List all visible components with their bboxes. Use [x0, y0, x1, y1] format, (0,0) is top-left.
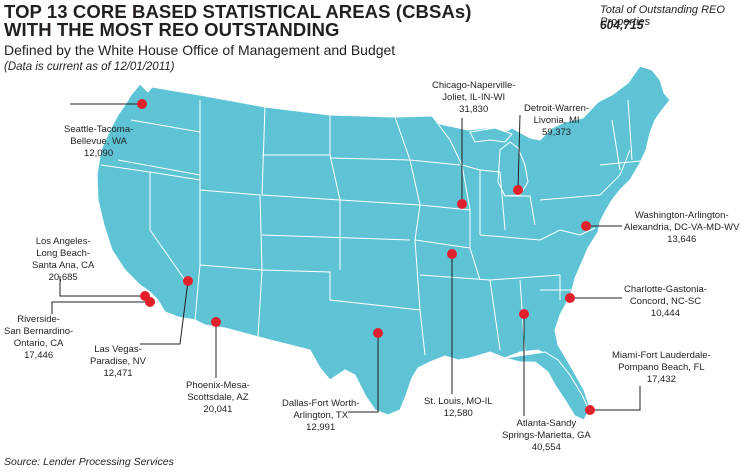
city-name-line: San Bernardino-	[4, 326, 74, 337]
city-reo-count: 10,444	[650, 308, 680, 319]
city-label: Las Vegas- Paradise, NV 12,471	[90, 344, 146, 380]
city-name-line: Atlanta-Sandy	[516, 418, 577, 429]
city-marker[interactable]	[447, 249, 457, 259]
city-name-line: Arlington, TX	[293, 410, 349, 421]
city-reo-count: 31,830	[459, 104, 489, 115]
michigan-upper	[469, 127, 513, 143]
city-name-line: Washington-Arlington-	[634, 210, 729, 221]
city-marker[interactable]	[145, 297, 155, 307]
city-reo-count: 12,471	[103, 368, 133, 379]
leader-line	[140, 280, 189, 345]
leader-line	[51, 301, 150, 314]
city-name-line: Dallas-Fort Worth-	[282, 398, 360, 409]
city-marker[interactable]	[137, 99, 147, 109]
city-name-line: Charlotte-Gastonia-	[624, 284, 707, 295]
city-label: Detroit-Warren- Livonia, MI 59,373	[524, 103, 589, 139]
michigan	[497, 141, 529, 197]
city-name-line: Alexandria, DC-VA-MD-WV	[624, 222, 740, 233]
city-marker[interactable]	[581, 221, 591, 231]
city-name-line: Scottsdale, AZ	[187, 392, 249, 403]
city-name-line: Springs-Marietta, GA	[502, 430, 591, 441]
city-marker[interactable]	[183, 276, 193, 286]
city-label: Phoenix-Mesa- Scottsdale, AZ 20,041	[186, 380, 250, 416]
city-label: Atlanta-Sandy Springs-Marietta, GA 40,554	[502, 418, 591, 454]
city-marker[interactable]	[211, 317, 221, 327]
city-name-line: Detroit-Warren-	[524, 103, 590, 114]
city-name-line: Pompano Beach, FL	[618, 362, 705, 373]
city-label: St. Louis, MO-IL 12,580	[424, 396, 493, 420]
city-reo-count: 12,580	[443, 408, 473, 419]
map-subtitle: Defined by the White House Office of Man…	[4, 42, 396, 58]
city-reo-count: 20,041	[203, 404, 233, 415]
total-reo-value: 604,715	[600, 18, 644, 32]
city-label: Los Angeles- Long Beach- Santa Ana, CA 20,6…	[32, 236, 94, 284]
city-name-line: Long Beach-	[36, 248, 91, 259]
city-marker[interactable]	[519, 309, 529, 319]
city-name-line: Livonia, MI	[533, 115, 580, 126]
city-label: Charlotte-Gastonia- Concord, NC-SC 10,444	[624, 284, 707, 320]
city-reo-count: 40,554	[531, 442, 561, 453]
total-reo-label: Total of Outstanding REO Properties	[600, 4, 725, 28]
city-marker[interactable]	[373, 328, 383, 338]
city-reo-count: 59,373	[542, 127, 572, 138]
city-label: Dallas-Fort Worth- Arlington, TX 12,991	[282, 398, 359, 434]
city-label: Riverside- San Bernardino- Ontario, CA 17,4…	[4, 314, 73, 362]
city-name-line: Las Vegas-	[94, 344, 142, 355]
city-name-line: Phoenix-Mesa-	[186, 380, 250, 391]
city-name-line: Santa Ana, CA	[32, 260, 95, 271]
city-label: Seattle-Tacoma- Bellevue, WA 12,090	[64, 124, 133, 160]
city-reo-count: 20,685	[48, 272, 78, 283]
city-name-line: Seattle-Tacoma-	[64, 124, 134, 135]
data-date-note: (Data is current as of 12/01/2011)	[4, 61, 175, 73]
source-note: Source: Lender Processing Services	[4, 456, 174, 468]
city-name-line: Paradise, NV	[90, 356, 146, 367]
map-title: TOP 13 CORE BASED STATISTICAL AREAS (CBS…	[4, 1, 472, 40]
city-label: Washington-Arlington- Alexandria, DC-VA-M…	[624, 210, 739, 246]
leader-line	[59, 276, 145, 297]
city-name-line: Joliet, IL-IN-WI	[442, 92, 506, 103]
city-reo-count: 17,446	[24, 350, 54, 361]
state-borders	[100, 99, 651, 356]
city-name-line: Chicago-Naperville-	[432, 80, 516, 91]
leader-line	[517, 114, 521, 191]
city-name-line: Riverside-	[17, 314, 60, 325]
title-line-2: WITH THE MOST REO OUTSTANDING	[4, 19, 340, 40]
city-label: Miami-Fort Lauderdale- Pompano Beach, FL 1…	[612, 350, 711, 386]
city-reo-count: 17,432	[646, 374, 676, 385]
leader-line	[590, 386, 641, 411]
city-name-line: Miami-Fort Lauderdale-	[612, 350, 711, 361]
city-marker[interactable]	[585, 405, 595, 415]
city-label: Chicago-Naperville- Joliet, IL-IN-WI 31,83…	[432, 80, 515, 116]
florida	[504, 351, 590, 421]
city-marker[interactable]	[513, 185, 523, 195]
leader-line	[348, 333, 379, 413]
city-reo-count: 13,646	[667, 234, 697, 245]
city-marker[interactable]	[457, 199, 467, 209]
city-name-line: Bellevue, WA	[70, 136, 127, 147]
city-marker[interactable]	[565, 293, 575, 303]
city-name-line: Los Angeles-	[35, 236, 91, 247]
city-name-line: St. Louis, MO-IL	[424, 396, 493, 407]
city-reo-count: 12,991	[306, 422, 336, 433]
city-name-line: Ontario, CA	[13, 338, 64, 349]
city-name-line: Concord, NC-SC	[629, 296, 702, 307]
city-reo-count: 12,090	[84, 148, 114, 159]
title-line-1: TOP 13 CORE BASED STATISTICAL AREAS (CBS…	[4, 1, 472, 22]
